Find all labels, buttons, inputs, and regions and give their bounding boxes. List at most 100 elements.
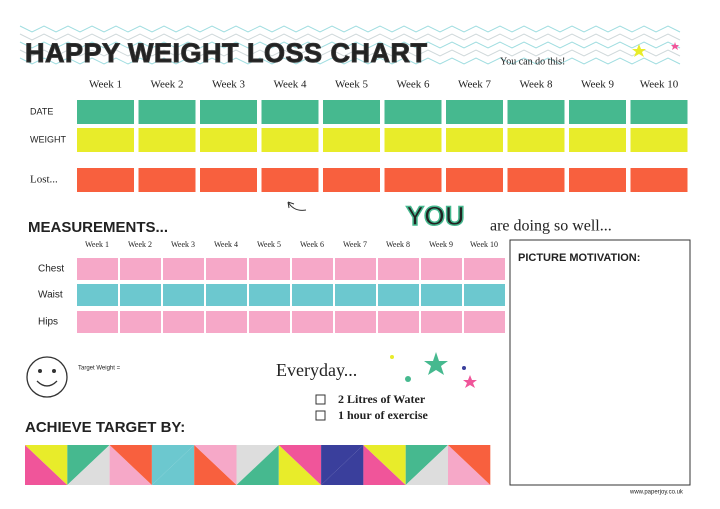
measurement-cell bbox=[120, 258, 161, 280]
tracker-cell bbox=[630, 168, 688, 192]
tracker-cell bbox=[138, 100, 196, 124]
checklist: 2 Litres of Water 1 hour of exercise bbox=[315, 392, 429, 422]
measurement-week-label: Week 4 bbox=[214, 240, 238, 249]
star bbox=[671, 42, 679, 50]
triangle bbox=[67, 445, 110, 485]
tracker-cell bbox=[384, 168, 442, 192]
tracker-cell bbox=[446, 168, 503, 192]
measurement-cell bbox=[206, 284, 247, 306]
row-label: DATE bbox=[30, 106, 53, 116]
message: are doing so well... bbox=[490, 218, 612, 235]
measurement-cell bbox=[77, 311, 118, 333]
tracker-cell bbox=[77, 100, 134, 124]
tracker-cell bbox=[261, 128, 319, 152]
triangle bbox=[448, 445, 491, 485]
measurement-week-label: Week 8 bbox=[386, 240, 410, 249]
tracker-cell bbox=[323, 128, 380, 152]
measurement-week-label: Week 3 bbox=[171, 240, 195, 249]
tagline: You can do this! bbox=[500, 56, 565, 67]
triangle bbox=[194, 445, 237, 485]
measurement-week-label: Week 1 bbox=[85, 240, 109, 249]
measurement-cell bbox=[378, 311, 419, 333]
measurement-cell bbox=[335, 284, 376, 306]
measurement-label: Hips bbox=[38, 317, 58, 328]
measurement-cell bbox=[292, 311, 333, 333]
tracker-cell bbox=[507, 100, 565, 124]
tracker-cell bbox=[384, 100, 442, 124]
measurement-cell bbox=[292, 258, 333, 280]
measurement-cell bbox=[249, 284, 290, 306]
smiley-eye bbox=[38, 369, 42, 373]
dot bbox=[405, 376, 411, 382]
star bbox=[424, 352, 448, 375]
measurement-cell bbox=[421, 284, 462, 306]
triangle bbox=[194, 445, 237, 485]
tracker-cell bbox=[446, 100, 503, 124]
zigzag-line bbox=[19, 57, 681, 65]
measurement-cell bbox=[206, 258, 247, 280]
tracker-cell bbox=[77, 168, 134, 192]
triangle bbox=[278, 445, 322, 485]
measurement-cell bbox=[77, 284, 118, 306]
tracker-cell bbox=[569, 128, 626, 152]
week-label: Week 5 bbox=[335, 79, 369, 91]
zigzag-line bbox=[19, 25, 681, 33]
measurement-cell bbox=[292, 284, 333, 306]
week-label: Week 3 bbox=[212, 79, 246, 91]
zigzag-line bbox=[19, 49, 681, 57]
tracker-cell bbox=[323, 168, 380, 192]
title: HAPPY WEIGHT LOSS CHART bbox=[25, 38, 428, 68]
triangle bbox=[236, 445, 279, 485]
triangle-strip bbox=[25, 445, 491, 485]
tracker-cell bbox=[630, 128, 688, 152]
arrow bbox=[287, 201, 307, 211]
measurement-cell bbox=[120, 284, 161, 306]
measurement-cell bbox=[464, 284, 505, 306]
triangle bbox=[151, 445, 195, 485]
measurement-cell bbox=[421, 258, 462, 280]
measurement-cell bbox=[464, 258, 505, 280]
triangle bbox=[67, 445, 110, 485]
measurement-cell bbox=[378, 258, 419, 280]
tracker-cell bbox=[446, 128, 503, 152]
measurement-week-label: Week 7 bbox=[343, 240, 367, 249]
measurement-cell bbox=[464, 311, 505, 333]
week-label: Week 4 bbox=[273, 79, 307, 91]
checkbox bbox=[315, 394, 326, 405]
measurement-week-label: Week 10 bbox=[470, 240, 498, 249]
measurement-week-label: Week 2 bbox=[128, 240, 152, 249]
everyday-title: Everyday... bbox=[276, 360, 357, 380]
tracker-cell bbox=[200, 100, 257, 124]
picture-title: PICTURE MOTIVATION: bbox=[518, 252, 640, 264]
smiley bbox=[26, 356, 68, 398]
dot bbox=[390, 355, 394, 359]
triangle bbox=[363, 445, 406, 485]
triangle bbox=[405, 445, 448, 485]
achieve-title: ACHIEVE TARGET BY: bbox=[25, 419, 185, 436]
week-label: Week 7 bbox=[458, 79, 492, 91]
measurement-cell bbox=[335, 311, 376, 333]
triangle bbox=[363, 445, 406, 485]
tracker-cell bbox=[569, 168, 626, 192]
measurement-week-label: Week 9 bbox=[429, 240, 453, 249]
week-label: Week 10 bbox=[640, 79, 679, 91]
tracker-cell bbox=[138, 128, 196, 152]
row-label: WEIGHT bbox=[30, 134, 66, 144]
zigzag-pattern bbox=[19, 25, 681, 65]
you-text: YOU bbox=[406, 201, 465, 231]
tracker-cell bbox=[569, 100, 626, 124]
tracker-cell bbox=[261, 100, 319, 124]
triangle bbox=[278, 445, 322, 485]
target-weight-label: Target Weight = bbox=[78, 366, 121, 372]
smiley-eye bbox=[52, 369, 56, 373]
triangle bbox=[109, 445, 152, 485]
star bbox=[632, 44, 646, 57]
tracker-cell bbox=[630, 100, 688, 124]
tracker-cell bbox=[384, 128, 442, 152]
week-label: Week 9 bbox=[581, 79, 615, 91]
measurement-cell bbox=[120, 311, 161, 333]
triangle bbox=[109, 445, 152, 485]
